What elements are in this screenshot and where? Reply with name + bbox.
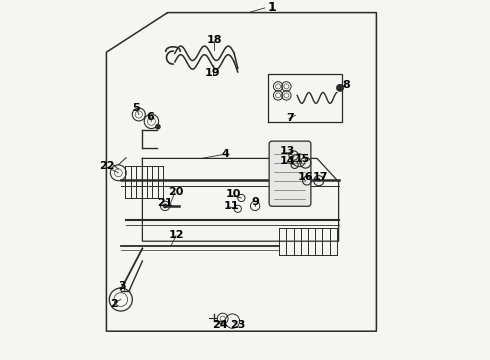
Text: 10: 10 (226, 189, 241, 199)
Circle shape (337, 84, 343, 91)
Text: 17: 17 (313, 172, 328, 182)
Text: 23: 23 (230, 320, 245, 330)
Circle shape (163, 204, 167, 208)
Text: 9: 9 (252, 197, 260, 207)
Text: 21: 21 (157, 198, 173, 208)
FancyBboxPatch shape (269, 141, 311, 206)
Text: 24: 24 (212, 320, 228, 330)
Text: 3: 3 (119, 281, 126, 291)
Text: 2: 2 (110, 299, 118, 309)
Text: 13: 13 (280, 146, 295, 156)
Text: 14: 14 (280, 156, 295, 166)
Text: 19: 19 (205, 68, 220, 78)
Text: 12: 12 (169, 230, 184, 240)
Text: 11: 11 (223, 201, 239, 211)
Text: 8: 8 (343, 80, 350, 90)
Text: 4: 4 (221, 149, 229, 159)
Text: 1: 1 (268, 1, 276, 14)
Text: 7: 7 (286, 113, 294, 123)
Text: 18: 18 (207, 35, 222, 45)
Text: 5: 5 (132, 103, 140, 113)
Text: 6: 6 (147, 112, 155, 122)
Text: 22: 22 (98, 161, 114, 171)
Circle shape (156, 125, 160, 129)
Text: 20: 20 (168, 186, 184, 197)
Text: 16: 16 (297, 172, 313, 182)
Text: 15: 15 (295, 154, 310, 164)
